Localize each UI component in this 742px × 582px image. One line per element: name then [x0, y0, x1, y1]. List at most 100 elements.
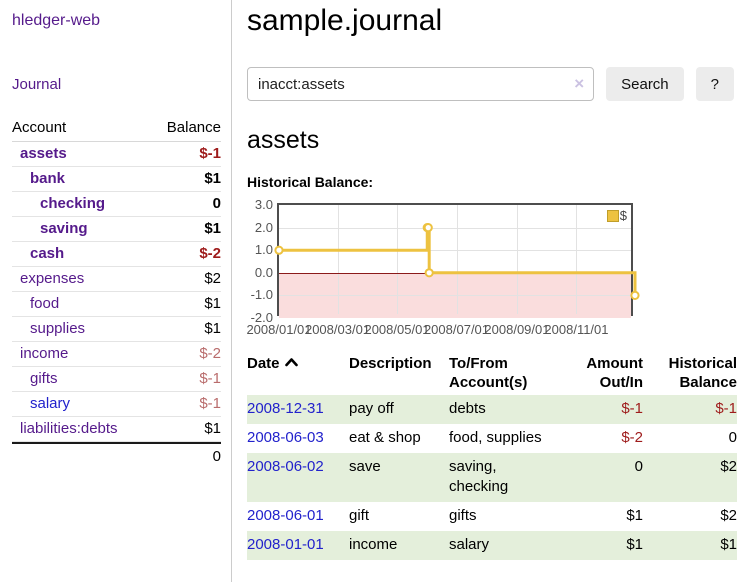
transaction-date-cell: 2008-06-03: [247, 424, 349, 453]
sidebar-account-link[interactable]: cash: [30, 245, 65, 262]
register-row[interactable]: 2008-06-01 gift gifts $1 $2: [247, 502, 737, 531]
transaction-date-cell: 2008-01-01: [247, 531, 349, 560]
vertical-gridline: [456, 205, 458, 314]
sort-ascending-icon: [284, 358, 298, 367]
x-axis-tick-label: 2008/01/01: [246, 322, 312, 337]
page-title: sample.journal: [247, 4, 443, 37]
transaction-date-link[interactable]: 2008-06-01: [247, 507, 324, 524]
transaction-date-cell: 2008-06-01: [247, 502, 349, 531]
data-point-marker[interactable]: [423, 223, 433, 233]
x-axis-tick-label: 2008/03/01: [304, 322, 371, 337]
chart-plot-area[interactable]: $: [274, 203, 640, 318]
sidebar-account-balance: $2: [204, 270, 221, 287]
sidebar-account-row: bank $1: [12, 167, 221, 192]
transaction-amount-cell: $-1: [621, 400, 643, 417]
register-table: Date Description To/From Account(s) Amou…: [247, 352, 737, 560]
transaction-accounts-cell: saving, checking: [449, 458, 509, 495]
sidebar-account-link[interactable]: gifts: [30, 370, 58, 387]
balance-series-line: [274, 223, 640, 301]
sidebar-account-link[interactable]: supplies: [30, 320, 86, 337]
search-button[interactable]: Search: [606, 67, 684, 101]
sidebar-account-balance: $1: [204, 295, 221, 312]
description-column-header[interactable]: Description: [349, 355, 432, 372]
legend-series-label: $: [619, 208, 627, 223]
vertical-gridline: [397, 205, 399, 314]
sidebar-account-row: saving $1: [12, 217, 221, 242]
transaction-accounts-cell: gifts: [449, 507, 477, 524]
sidebar-account-row: liabilities:debts $1: [12, 417, 221, 442]
sidebar-account-balance: $1: [204, 320, 221, 337]
chart-title-label: Historical Balance:: [247, 174, 374, 190]
x-axis-tick-label: 2008/09/01: [484, 322, 550, 337]
x-axis-tick-label: 2008/05/01: [364, 322, 430, 337]
transaction-date-link[interactable]: 2008-12-31: [247, 400, 324, 417]
amount-column-header[interactable]: Amount Out/In: [586, 355, 643, 391]
clear-search-icon[interactable]: ×: [574, 74, 585, 93]
register-row[interactable]: 2008-06-03 eat & shop food, supplies $-2…: [247, 424, 737, 453]
sidebar-account-link[interactable]: expenses: [20, 270, 85, 287]
sidebar-account-balance: $-2: [199, 245, 221, 262]
sidebar-account-link[interactable]: bank: [30, 170, 66, 187]
sidebar-accounts-table: Account Balance assets $-1 bank $1 check…: [12, 117, 221, 469]
accounts-column-header[interactable]: To/From Account(s): [449, 355, 528, 391]
balance-column-header: Balance: [166, 119, 221, 136]
vertical-gridline: [576, 205, 578, 314]
sidebar-account-row: salary $-1: [12, 392, 221, 417]
sidebar-account-row: expenses $2: [12, 267, 221, 292]
transaction-description-cell: gift: [349, 507, 370, 524]
transaction-accounts-cell: food, supplies: [449, 429, 542, 446]
sidebar-account-link[interactable]: salary: [30, 395, 71, 412]
y-axis-tick-label: 1.0: [254, 242, 273, 258]
sidebar-account-link[interactable]: saving: [40, 220, 88, 237]
register-row[interactable]: 2008-12-31 pay off debts $-1 $-1: [247, 395, 737, 424]
sidebar-total-balance: 0: [12, 442, 221, 469]
main-content: sample.journal × Search ? assets Histori…: [233, 0, 742, 560]
historical-balance-chart: 3.0 2.0 1.0 0.0 -1.0 -2.0 $ 2008/01/01 2008/03…: [246, 197, 733, 337]
sidebar-account-link[interactable]: liabilities:debts: [20, 420, 118, 437]
account-heading: assets: [247, 126, 320, 154]
register-row[interactable]: 2008-01-01 income salary $1 $1: [247, 531, 737, 560]
app-title-link[interactable]: hledger-web: [12, 12, 101, 29]
horizontal-gridline: [279, 250, 631, 252]
y-axis-tick-label: 0.0: [254, 264, 273, 280]
transaction-balance-cell: 0: [728, 429, 737, 446]
vertical-gridline: [337, 205, 339, 314]
sidebar-account-link[interactable]: income: [20, 345, 69, 362]
x-axis-tick-label: 2008/11/01: [544, 322, 609, 337]
horizontal-gridline: [279, 227, 631, 229]
transaction-amount-cell: $1: [626, 536, 643, 553]
data-point-marker[interactable]: [274, 245, 284, 255]
data-point-marker[interactable]: [630, 290, 640, 301]
y-axis-tick-label: -1.0: [250, 287, 273, 303]
transaction-balance-cell: $1: [720, 536, 737, 553]
search-input[interactable]: [247, 67, 595, 101]
transaction-date-cell: 2008-12-31: [247, 395, 349, 424]
account-column-header: Account: [12, 119, 67, 136]
legend-swatch-icon: [606, 209, 619, 222]
transaction-date-link[interactable]: 2008-01-01: [247, 536, 324, 553]
help-button[interactable]: ?: [695, 67, 734, 101]
search-form: × Search ?: [247, 67, 734, 101]
sidebar-account-balance: 0: [212, 195, 221, 212]
sidebar-account-link[interactable]: food: [30, 295, 60, 312]
sidebar-account-link[interactable]: assets: [20, 145, 67, 162]
sidebar-account-row: cash $-2: [12, 242, 221, 267]
transaction-balance-cell: $-1: [715, 400, 737, 417]
sidebar-account-row: assets $-1: [12, 142, 221, 167]
sidebar-account-row: supplies $1: [12, 317, 221, 342]
sidebar-account-balance: $-1: [199, 145, 221, 162]
sidebar-journal-link[interactable]: Journal: [12, 76, 62, 93]
transaction-date-link[interactable]: 2008-06-03: [247, 429, 324, 446]
register-row[interactable]: 2008-06-02 save saving, checking 0 $2: [247, 453, 737, 502]
sidebar-account-link[interactable]: checking: [40, 195, 106, 212]
transaction-date-link[interactable]: 2008-06-02: [247, 458, 324, 475]
transaction-amount-cell: $1: [626, 507, 643, 524]
horizontal-gridline: [279, 295, 631, 297]
sidebar-account-balance: $-1: [199, 395, 221, 412]
transaction-amount-cell: $-2: [621, 429, 643, 446]
balance-column-header-main[interactable]: Historical Balance: [668, 355, 737, 391]
transaction-description-cell: income: [349, 536, 398, 553]
date-column-header[interactable]: Date: [247, 352, 349, 395]
transaction-accounts-cell: salary: [449, 536, 490, 553]
data-point-marker[interactable]: [424, 268, 434, 278]
